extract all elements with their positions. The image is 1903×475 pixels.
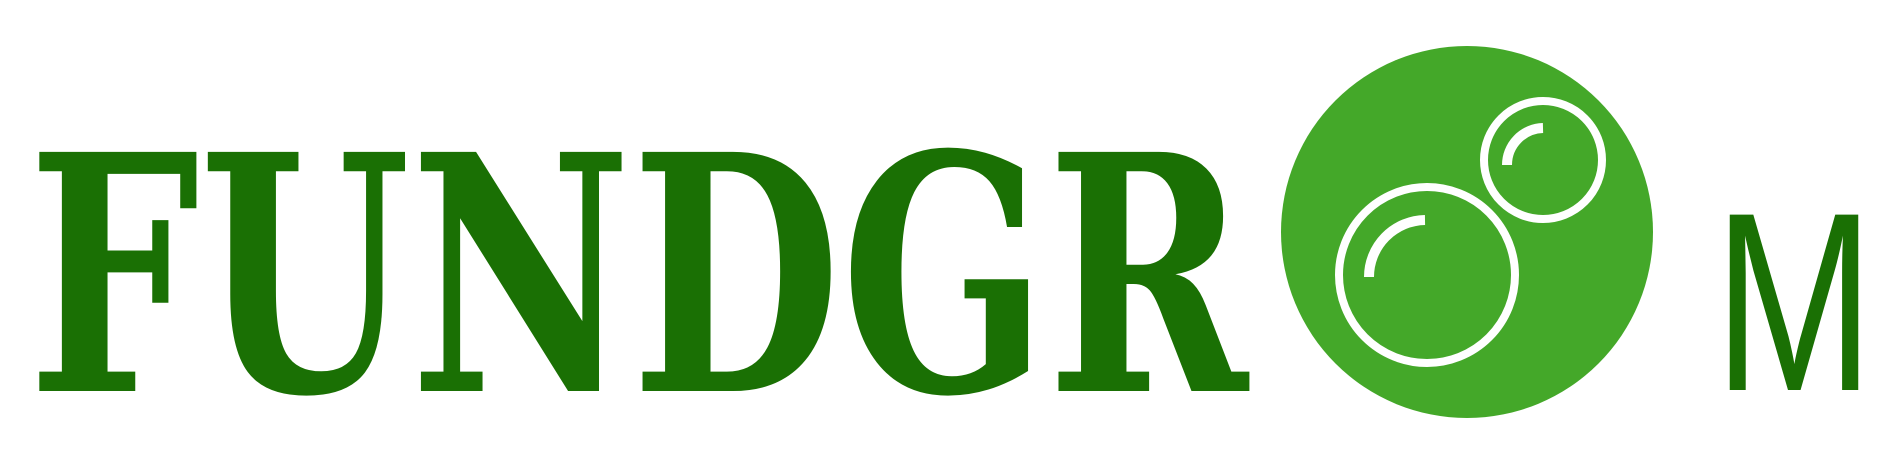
logo-circle-o — [1281, 46, 1653, 418]
bubble-small-icon — [1480, 97, 1606, 223]
logo-wordmark-m: M — [1714, 160, 1874, 445]
logo-wordmark-left: FUNDGR — [28, 84, 1251, 469]
bubble-large-icon — [1335, 183, 1519, 367]
